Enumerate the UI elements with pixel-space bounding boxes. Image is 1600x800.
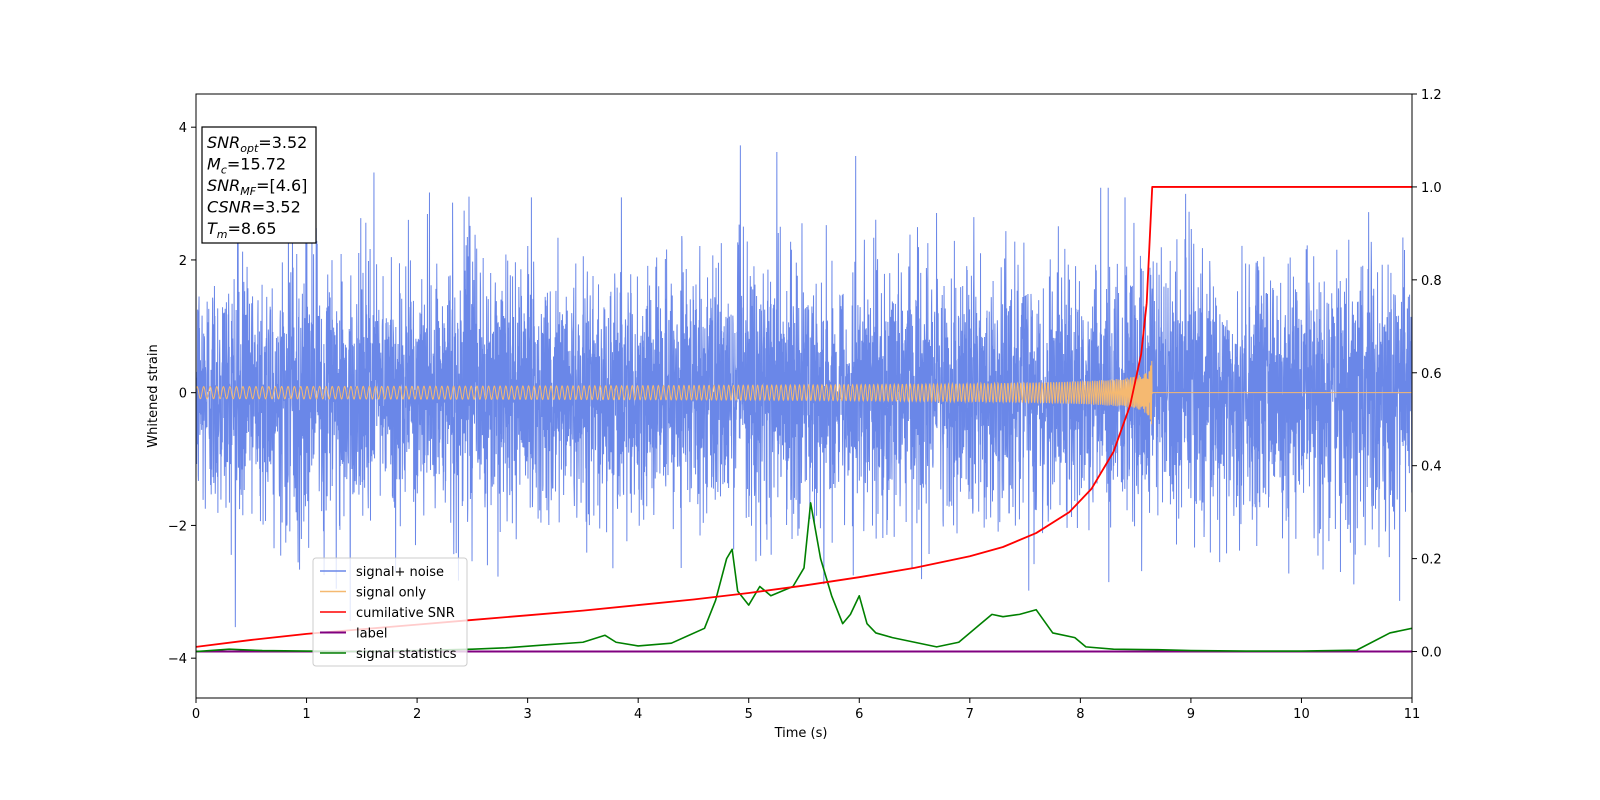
- series-signal-statistics: [196, 502, 1412, 653]
- y-tick-label: 4: [179, 121, 187, 136]
- annotation-line: SNRopt=3.52: [207, 133, 307, 155]
- legend-frame: [312, 557, 468, 667]
- x-tick-label: 11: [1404, 707, 1421, 722]
- plot-frame: [195, 93, 1413, 699]
- x-tick-label: 3: [523, 707, 531, 722]
- legend-entry: signal statistics: [356, 647, 457, 662]
- x-tick-label: 1: [302, 707, 310, 722]
- x-tick-label: 0: [192, 707, 200, 722]
- x-tick-label: 6: [855, 707, 863, 722]
- legend-entry: label: [356, 627, 387, 642]
- y-tick-label: −2: [168, 519, 187, 534]
- annotation-frame: [201, 126, 317, 244]
- y-tick-label: −4: [168, 652, 187, 667]
- x-tick-label: 4: [634, 707, 642, 722]
- x-tick-label: 9: [1187, 707, 1195, 722]
- x-tick-label: 5: [745, 707, 753, 722]
- x-tick-label: 8: [1076, 707, 1084, 722]
- series-signal-only: [196, 360, 1412, 425]
- series-signal-plus-noise: [196, 145, 1412, 628]
- x-axis-label: Time (s): [774, 726, 828, 741]
- y-tick-label: 0: [179, 387, 187, 402]
- y-axis-label: Whitened strain: [146, 344, 161, 447]
- x-tick-label: 10: [1293, 707, 1310, 722]
- y2-tick-label: 1.0: [1421, 181, 1442, 196]
- legend-entry: cumilative SNR: [356, 606, 455, 621]
- x-tick-label: 7: [966, 707, 974, 722]
- y2-tick-label: 0.2: [1421, 553, 1442, 568]
- y2-tick-label: 0.8: [1421, 274, 1442, 289]
- y2-tick-label: 0.4: [1421, 460, 1442, 475]
- annotation-line: Tm=8.65: [207, 219, 277, 241]
- annotation-line: SNRMF=[4.6]: [207, 176, 307, 198]
- legend: signal+ noise signal only cumilative SNR la…: [312, 557, 468, 667]
- y2-tick-label: 0.0: [1421, 646, 1442, 661]
- legend-entry: signal only: [356, 586, 426, 601]
- axes-ticks: 0 1 2 3 4 5 6 7 8 9 10 11 −4 −2 0 2 4 0.0 0.2 0.4 0.6 0.8 1.0 1…: [168, 88, 1442, 722]
- annotation-line: Mc=15.72: [207, 155, 286, 177]
- x-tick-label: 2: [413, 707, 421, 722]
- legend-entry: signal+ noise: [356, 565, 444, 580]
- y-tick-label: 2: [179, 254, 187, 269]
- annotation-line: CSNR=3.52: [207, 198, 301, 217]
- y2-tick-label: 0.6: [1421, 367, 1442, 382]
- y2-tick-label: 1.2: [1421, 88, 1442, 103]
